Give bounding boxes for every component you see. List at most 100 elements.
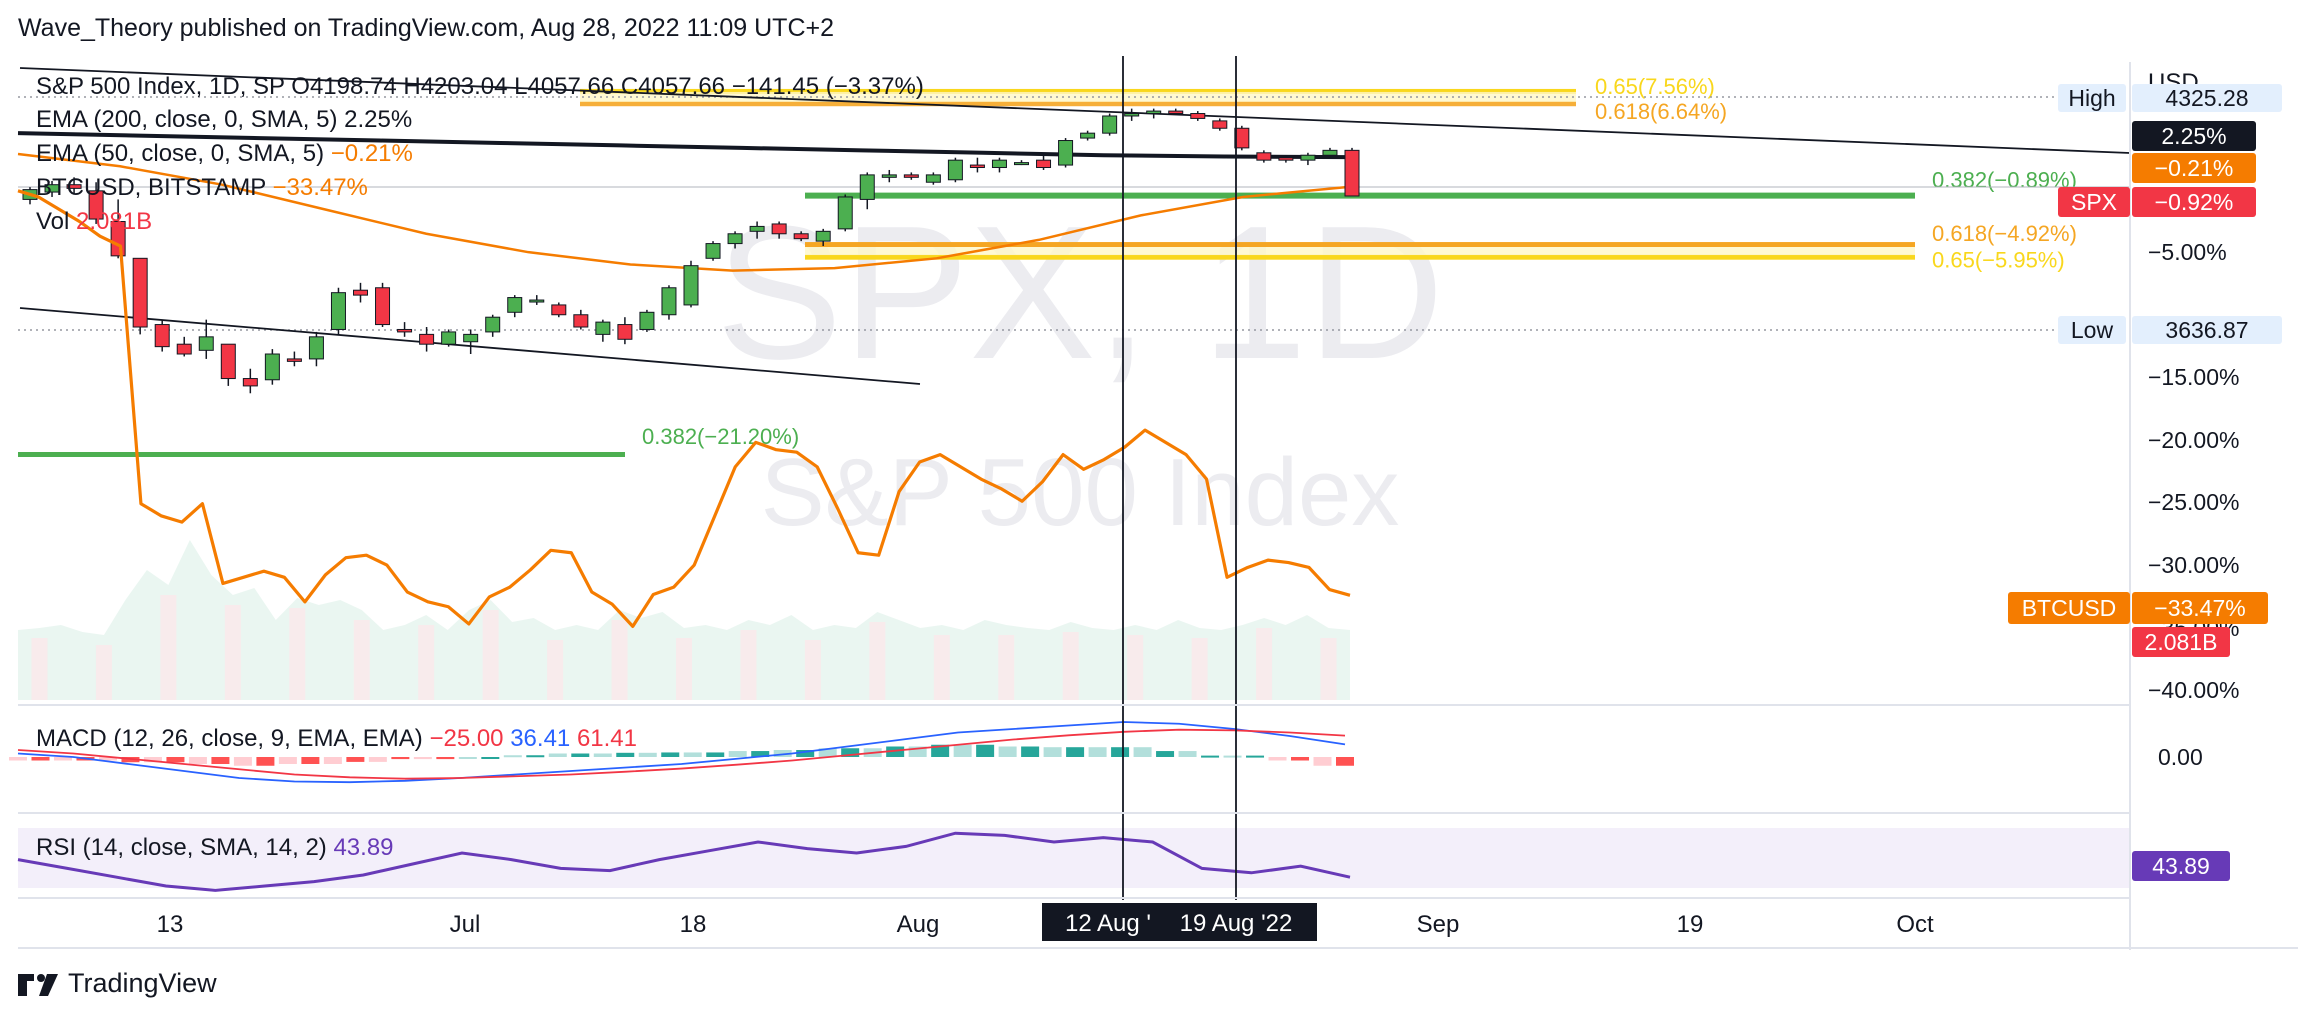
crosshair-date-19: 19 Aug '22 [1180,910,1293,937]
macd-histogram-bar [616,752,635,757]
vol-tag-bg [2132,627,2230,657]
macd-histogram-bar [143,757,162,763]
candle-down [375,287,391,326]
macd-histogram-bar [796,750,815,757]
candle-down [1190,113,1206,119]
candle-up [1146,110,1162,115]
legend-vol-label: Vol [36,208,76,235]
legend-main-field: L4057.66 [514,73,621,100]
legend-ema50-value: −0.21% [331,140,413,167]
rsi-band [18,828,2130,888]
legend-vol: Vol 2.081B [36,208,152,235]
axis-tick: −20.00% [2148,427,2239,453]
fib-upper-0618-label: 0.618(6.64%) [1595,99,1727,124]
volume-bar [547,640,564,700]
legend-main-field: O4198.74 [291,73,403,100]
macd-histogram-bar [31,757,50,761]
candle-up [1058,140,1074,166]
low-value-tag-bg [2132,316,2282,344]
macd-histogram-bar [1313,757,1332,766]
legend-btc-value: −33.47% [272,174,367,201]
candle-down [353,289,368,296]
macd-histogram-bar [391,757,410,760]
fib-upper-0650-label: 0.65(7.56%) [1595,74,1715,99]
macd-histogram-bar [166,757,185,763]
price-axis[interactable]: USD−5.00%−15.00%−20.00%−25.00%−30.00%−35… [18,62,2298,950]
time-axis[interactable]: 13 Jul 18 Aug Sep 19 Oct 12 Aug ' 19 Aug '22 [157,903,1934,941]
macd-histogram-bar [548,753,567,757]
candle-down [1212,120,1228,129]
volume-bar [289,608,306,700]
btc-value-tag: −33.47% [2154,595,2245,621]
macd-histogram-bar [953,744,972,757]
rsi-tag-bg [2132,851,2230,881]
macd-histogram-bar [931,744,950,757]
volume-bar [804,640,821,700]
rsi-tag: 43.89 [2152,853,2210,879]
candle-up [1322,149,1338,156]
btc-label-tag: BTCUSD [2022,595,2117,621]
macd-histogram-bar [661,752,680,757]
candle-up [308,336,324,360]
vol-tag: 2.081B [2145,629,2218,655]
volume-bar [611,620,628,700]
volume-bar [1256,628,1273,700]
volume-bar [1062,632,1079,700]
volume-bar [1127,635,1144,700]
publish-header: Wave_Theory published on TradingView.com… [18,14,835,42]
time-tick: Sep [1417,911,1460,938]
legend: S&P 500 Index, 1D, SP O4198.74 H4203.04 … [36,73,924,861]
high-label-tag: High [2068,85,2115,111]
legend-rsi-label: RSI (14, close, SMA, 14, 2) [36,834,333,861]
legend-vol-value: 2.081B [76,208,152,235]
macd-histogram-bar [818,748,837,757]
fib-lower-0650-label: 0.65(−5.95%) [1932,248,2065,273]
candle-down [66,184,82,189]
candle-up [925,174,941,183]
candle-down [969,164,985,169]
time-tick: Aug [897,911,940,938]
macd-histogram-bar [9,757,27,761]
candle-up [529,299,545,303]
ema200-tag: 2.25% [2161,123,2226,149]
fib-btc-0382-line [18,452,625,457]
candle-up [639,311,655,330]
candle-down [1278,157,1294,161]
candle-up [859,174,875,200]
axis-tick-macd: 0.00 [2158,744,2203,770]
low-label-tag-bg [2058,316,2126,344]
macd-histogram-bar [1043,747,1062,757]
macd-histogram-bar [1246,755,1265,758]
crosshair-lines [1122,56,1237,900]
legend-macd-field: 36.41 [510,725,577,752]
axis-tick: −15.00% [2148,364,2239,390]
candlesticks [22,108,1360,394]
tradingview-brand[interactable]: TradingView [18,968,217,999]
macd-histogram-bar [841,748,860,757]
macd-histogram-bar [1111,747,1130,757]
candle-up [1014,162,1029,166]
spx-label-tag: SPX [2071,189,2117,215]
candle-down [617,324,633,340]
macd-histogram-bar [503,755,522,758]
candle-up [881,174,897,178]
macd-histogram-bar [53,757,72,761]
low-value-tag: 3636.87 [2165,317,2248,343]
volume-bar [482,610,499,700]
macd-histogram-bar [1268,757,1287,761]
legend-main-change: −141.45 (−3.37%) [732,73,924,100]
macd-histogram-bar [346,757,365,762]
macd-histogram-bar [98,757,117,761]
crosshair-date-12: 12 Aug ' [1065,910,1151,937]
axis-tick: −5.00% [2148,239,2227,265]
candle-down [551,304,567,316]
volume-area [18,540,1350,700]
candle-up [727,233,743,245]
legend-rsi-value: 43.89 [333,834,393,861]
time-tick: 19 [1677,911,1704,938]
candle-up [507,297,523,313]
spx-label-tag-bg [2058,187,2130,217]
btc-label-tag-bg [2008,592,2130,624]
macd-histogram-bar [1223,755,1242,758]
